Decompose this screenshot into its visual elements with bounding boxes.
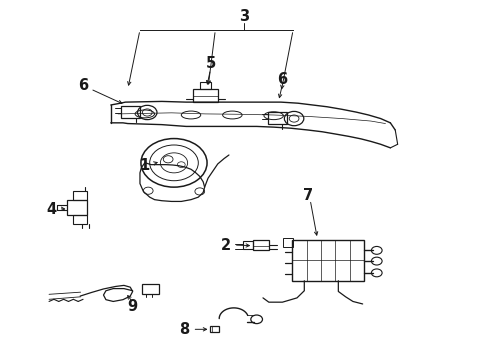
Text: 8: 8 [179, 322, 189, 337]
Bar [267, 112, 287, 124]
Text: 3: 3 [239, 9, 249, 24]
Text: 7: 7 [302, 188, 312, 203]
Text: 2: 2 [221, 238, 231, 252]
Bar [253, 240, 268, 250]
Bar [283, 238, 292, 247]
Bar [200, 82, 211, 89]
Text: 5: 5 [205, 57, 215, 71]
Bar [67, 201, 87, 215]
Bar [73, 192, 87, 201]
Bar [121, 106, 140, 118]
Text: 6: 6 [78, 78, 88, 93]
Text: 9: 9 [127, 299, 138, 314]
Bar [193, 89, 217, 102]
Bar [210, 327, 219, 332]
Bar [142, 284, 159, 294]
Bar [242, 242, 253, 249]
Text: 4: 4 [46, 202, 56, 217]
Text: 6: 6 [277, 72, 287, 87]
Bar [291, 240, 364, 281]
Text: 1: 1 [140, 158, 150, 173]
Bar [73, 215, 87, 224]
